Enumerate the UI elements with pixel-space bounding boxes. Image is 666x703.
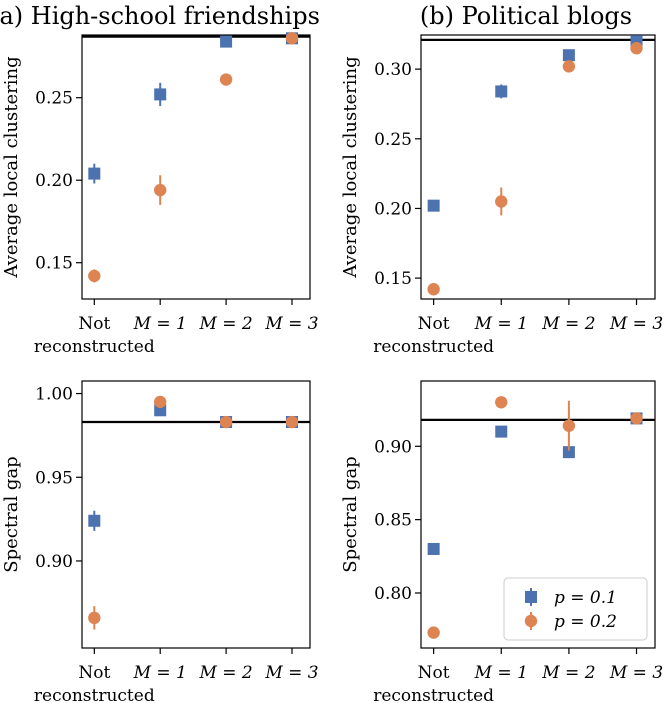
axes-frame xyxy=(420,34,656,300)
panel-title: (b) Political blogs xyxy=(420,2,632,30)
y-axis-label: Spectral gap xyxy=(340,456,361,572)
legend: p = 0.1 p = 0.2 xyxy=(503,577,648,641)
y-tick-label: 0.80 xyxy=(374,584,412,604)
x-tick-label: M = 3 xyxy=(264,663,318,683)
x-tick-label: M = 2 xyxy=(541,314,595,334)
panel-bottom-right: 0.80 0.85 0.90 Spectral gap Not reconstructed… xyxy=(340,380,663,703)
data-point-p01 xyxy=(562,446,575,459)
data-point-p01 xyxy=(427,199,440,212)
x-tick-label: M = 1 xyxy=(474,314,528,334)
legend-marker-p02 xyxy=(524,614,538,628)
data-point-p02 xyxy=(285,32,299,45)
x-tick-label: M = 3 xyxy=(264,314,318,334)
y-axis-label: Average local clustering xyxy=(1,56,22,278)
y-tick-label: 0.90 xyxy=(374,437,412,457)
x-tick-label: M = 1 xyxy=(474,663,528,683)
data-point-p01 xyxy=(427,542,440,555)
x-tick-label: M = 1 xyxy=(133,314,187,334)
y-tick-label: 0.15 xyxy=(35,254,73,274)
y-tick-label: 0.15 xyxy=(374,269,412,289)
data-point-p02 xyxy=(427,283,440,296)
data-point-p02 xyxy=(562,60,576,73)
data-point-p02 xyxy=(495,195,508,208)
x-tick-label: Not reconstructed xyxy=(373,663,494,703)
x-tick-label: Not reconstructed xyxy=(373,314,494,357)
data-point-p02 xyxy=(88,611,101,625)
legend-label-p02: p = 0.2 xyxy=(554,612,617,632)
x-tick-label: M = 2 xyxy=(198,663,252,683)
axes-frame xyxy=(81,380,311,649)
y-tick-label: 0.25 xyxy=(374,130,412,150)
data-point-p01 xyxy=(495,85,508,98)
y-axis-label: Average local clustering xyxy=(340,56,361,278)
data-point-p02 xyxy=(630,42,643,55)
data-point-p02 xyxy=(219,73,233,86)
legend-box xyxy=(503,577,648,641)
panel-top-left: (a) High-school friendships 0.15 0.20 0.25 A… xyxy=(0,2,320,357)
y-tick-label: 0.95 xyxy=(35,468,73,488)
axes-frame xyxy=(81,34,311,300)
data-point-p02 xyxy=(427,626,440,639)
x-tick-label: M = 1 xyxy=(133,663,187,683)
data-point-p02 xyxy=(88,269,101,283)
data-point-p02 xyxy=(630,412,643,425)
y-tick-label: 0.25 xyxy=(35,89,73,109)
data-point-p02 xyxy=(562,419,576,432)
data-point-p02 xyxy=(285,415,299,429)
x-tick-label: M = 3 xyxy=(609,314,663,334)
data-point-p02 xyxy=(154,183,167,197)
x-tick-label: M = 2 xyxy=(541,663,595,683)
y-tick-label: 0.20 xyxy=(374,199,412,219)
y-tick-label: 0.90 xyxy=(35,552,73,572)
legend-label-p01: p = 0.1 xyxy=(554,588,617,608)
y-axis-label: Spectral gap xyxy=(1,456,22,572)
panel-bottom-left: 0.90 0.95 1.00 Spectral gap Not reconstructed… xyxy=(1,380,319,703)
y-tick-label: 0.85 xyxy=(374,511,412,531)
x-tick-label: Not reconstructed xyxy=(34,314,155,357)
panel-top-right: (b) Political blogs 0.15 0.20 0.25 0.30 Avera… xyxy=(340,2,663,357)
data-point-p01 xyxy=(88,167,101,180)
data-point-p01 xyxy=(220,35,233,48)
data-point-p01 xyxy=(88,514,101,527)
y-tick-label: 1.00 xyxy=(35,385,73,405)
y-tick-label: 0.20 xyxy=(35,171,73,191)
data-point-p02 xyxy=(154,395,167,409)
data-point-p01 xyxy=(562,49,575,62)
data-point-p01 xyxy=(495,425,508,438)
panel-title: (a) High-school friendships xyxy=(0,2,320,30)
x-tick-label: M = 2 xyxy=(198,314,252,334)
legend-marker-p01 xyxy=(525,591,537,603)
axes-frame xyxy=(420,380,656,649)
data-point-p02 xyxy=(495,396,508,409)
y-tick-label: 0.30 xyxy=(374,60,412,80)
data-point-p01 xyxy=(154,88,167,101)
x-tick-label: M = 3 xyxy=(609,663,663,683)
x-tick-label: Not reconstructed xyxy=(34,663,155,703)
data-point-p02 xyxy=(219,415,233,429)
